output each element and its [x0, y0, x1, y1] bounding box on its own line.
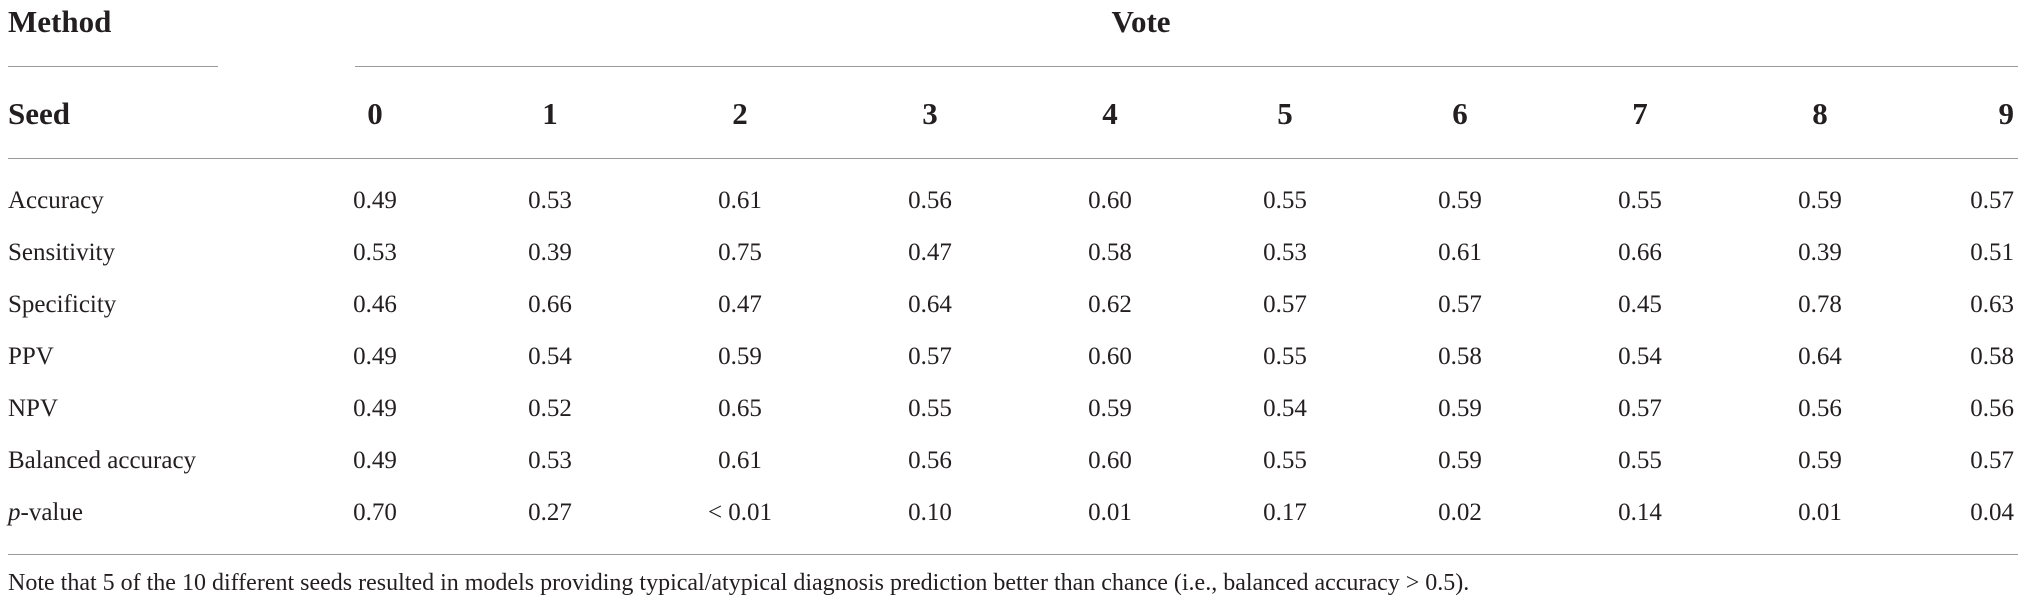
- table-cell: 0.04: [1970, 499, 2014, 526]
- table-cell: 0.56: [908, 187, 952, 214]
- table-cell: 0.75: [718, 239, 762, 266]
- table-cell: 0.49: [353, 395, 397, 422]
- table-cell: 0.61: [1438, 239, 1482, 266]
- seed-header-0: 0: [367, 96, 383, 131]
- table-cell: 0.55: [1618, 187, 1662, 214]
- table-cell: 0.57: [1618, 395, 1662, 422]
- table-cell: 0.57: [1970, 187, 2014, 214]
- table-cell: 0.01: [1088, 499, 1132, 526]
- table-cell: 0.78: [1798, 291, 1842, 318]
- table-cell: 0.56: [1970, 395, 2014, 422]
- table-cell: 0.55: [908, 395, 952, 422]
- table-cell: 0.60: [1088, 187, 1132, 214]
- table-cell: 0.49: [353, 343, 397, 370]
- table-cell: 0.58: [1438, 343, 1482, 370]
- table-cell: 0.53: [1263, 239, 1307, 266]
- table-cell: 0.53: [528, 187, 572, 214]
- method-header: Method: [8, 4, 112, 39]
- table-cell: 0.56: [1798, 395, 1842, 422]
- bottom-rule: [8, 554, 2018, 555]
- table-cell: 0.58: [1970, 343, 2014, 370]
- table-cell: 0.65: [718, 395, 762, 422]
- table-cell: 0.27: [528, 499, 572, 526]
- row-label-rest: -value: [20, 499, 83, 526]
- table-cell: 0.60: [1088, 343, 1132, 370]
- table-cell: 0.59: [718, 343, 762, 370]
- table-cell: 0.59: [1438, 395, 1482, 422]
- table-cell: 0.47: [718, 291, 762, 318]
- table-cell: 0.49: [353, 447, 397, 474]
- table-cell: < 0.01: [707, 499, 773, 526]
- table-cell: 0.54: [1263, 395, 1307, 422]
- table-cell: 0.63: [1970, 291, 2014, 318]
- row-label: p-value: [8, 499, 83, 527]
- table-cell: 0.64: [908, 291, 952, 318]
- row-label: NPV: [8, 395, 59, 422]
- table-cell: 0.52: [528, 395, 572, 422]
- table-cell: 0.53: [353, 239, 397, 266]
- table-cell: 0.54: [1618, 343, 1662, 370]
- table-cell: 0.58: [1088, 239, 1132, 266]
- table-cell: 0.47: [908, 239, 952, 266]
- seed-header: Seed: [8, 96, 70, 131]
- table-cell: 0.59: [1438, 447, 1482, 474]
- table-cell: 0.60: [1088, 447, 1132, 474]
- method-underline: [8, 66, 218, 67]
- table-cell: 0.45: [1618, 291, 1662, 318]
- row-label: Sensitivity: [8, 239, 115, 266]
- table-cell: 0.14: [1618, 499, 1662, 526]
- table-cell: 0.57: [908, 343, 952, 370]
- row-label: Accuracy: [8, 187, 104, 214]
- table-cell: 0.55: [1618, 447, 1662, 474]
- seed-header-8: 8: [1812, 96, 1828, 131]
- table-cell: 0.17: [1263, 499, 1307, 526]
- table-note: Note that 5 of the 10 different seeds re…: [8, 570, 1470, 596]
- table-cell: 0.39: [528, 239, 572, 266]
- table-cell: 0.64: [1798, 343, 1842, 370]
- seed-header-4: 4: [1102, 96, 1118, 131]
- table-cell: 0.59: [1798, 447, 1842, 474]
- table-cell: 0.61: [718, 447, 762, 474]
- vote-header: Vote: [1111, 4, 1171, 39]
- table-cell: 0.53: [528, 447, 572, 474]
- table-cell: 0.49: [353, 187, 397, 214]
- table-cell: 0.57: [1438, 291, 1482, 318]
- seed-header-3: 3: [922, 96, 938, 131]
- table-cell: 0.55: [1263, 447, 1307, 474]
- seed-header-1: 1: [542, 96, 558, 131]
- row-label: Specificity: [8, 291, 117, 318]
- table-cell: 0.51: [1970, 239, 2014, 266]
- table-cell: 0.01: [1798, 499, 1842, 526]
- vote-underline: [355, 66, 2018, 67]
- table-cell: 0.62: [1088, 291, 1132, 318]
- table-cell: 0.70: [353, 499, 397, 526]
- seed-header-2: 2: [732, 96, 748, 131]
- table-cell: 0.54: [528, 343, 572, 370]
- table-cell: 0.61: [718, 187, 762, 214]
- seed-header-9: 9: [1998, 96, 2015, 131]
- table-cell: 0.55: [1263, 187, 1307, 214]
- table-cell: 0.10: [908, 499, 952, 526]
- table-cell: 0.55: [1263, 343, 1307, 370]
- row-label: Balanced accuracy: [8, 447, 197, 474]
- table-cell: 0.59: [1798, 187, 1842, 214]
- seed-header-5: 5: [1277, 96, 1293, 131]
- table-cell: 0.66: [1618, 239, 1662, 266]
- table-cell: 0.57: [1970, 447, 2014, 474]
- table-cell: 0.56: [908, 447, 952, 474]
- table-cell: 0.39: [1798, 239, 1842, 266]
- seed-header-7: 7: [1632, 96, 1648, 131]
- table-cell: 0.66: [528, 291, 572, 318]
- header-rule: [8, 158, 2018, 159]
- row-label-italic: p: [8, 499, 21, 526]
- table-cell: 0.02: [1438, 499, 1482, 526]
- row-label: PPV: [8, 343, 54, 370]
- table-cell: 0.46: [353, 291, 397, 318]
- table-cell: 0.57: [1263, 291, 1307, 318]
- seed-header-6: 6: [1452, 96, 1468, 131]
- table-cell: 0.59: [1088, 395, 1132, 422]
- table-cell: 0.59: [1438, 187, 1482, 214]
